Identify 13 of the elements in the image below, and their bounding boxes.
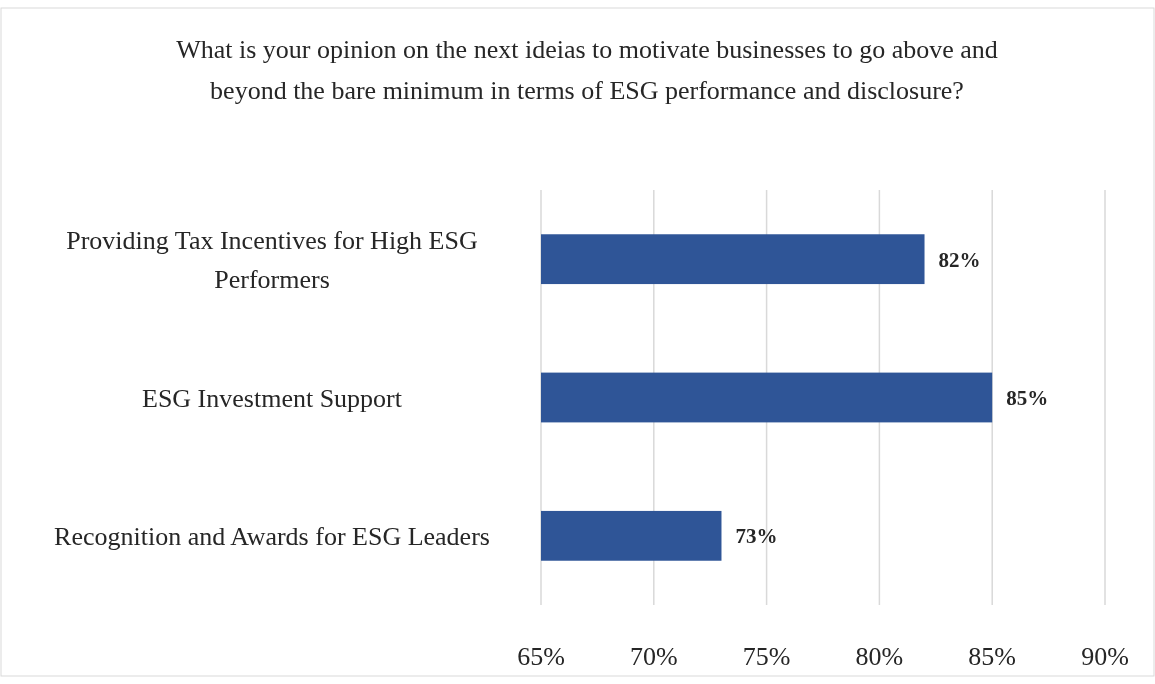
y-tick-label: Providing Tax Incentives for High ESG Performers [66,225,478,294]
x-tick-label: 65% [517,642,565,671]
chart-title: What is your opinion on the next ideias to motivate businesses to go above and beyond the bare minimum in terms of ESG performance and disclosure? [176,35,998,105]
y-tick-label: Recognition and Awards for ESG Leaders [54,521,490,551]
x-tick-label: 75% [742,642,791,671]
x-tick-label: 70% [629,642,678,671]
data-label: 73% [735,524,778,549]
data-label: 85% [1006,385,1049,410]
x-tick-label: 85% [968,642,1017,671]
y-tick-label: ESG Investment Support [142,383,403,413]
x-tick-label: 90% [1081,642,1129,671]
x-tick-label: 80% [855,642,904,671]
data-label: 82% [938,247,981,272]
